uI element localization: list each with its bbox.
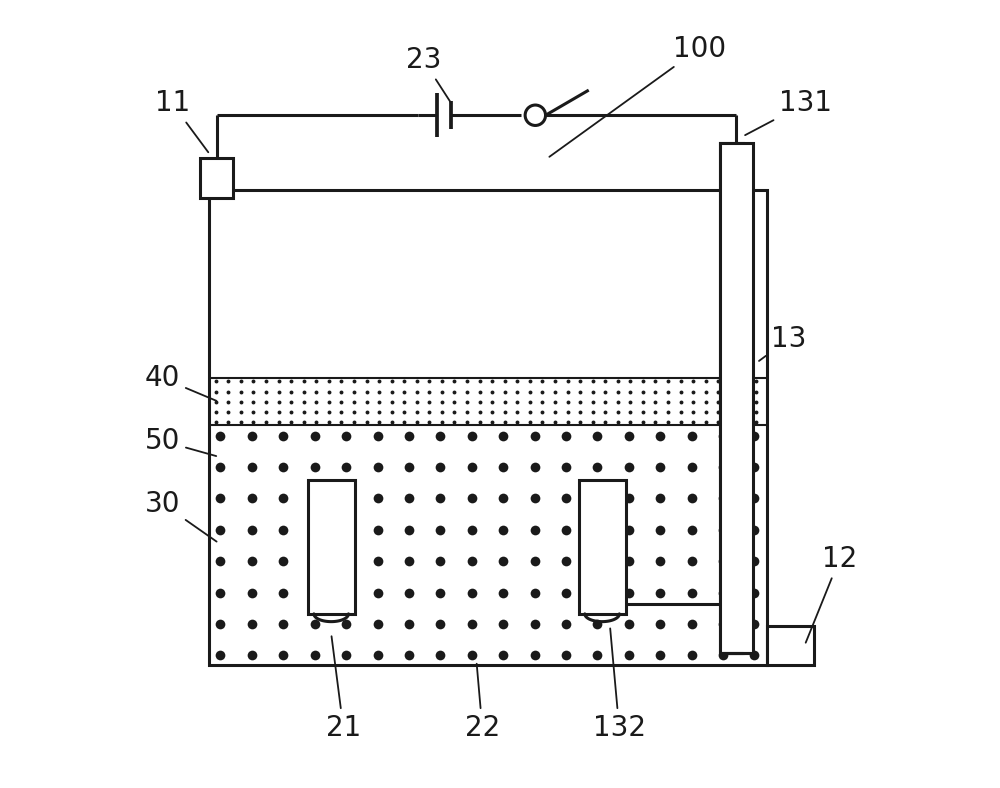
Text: 100: 100 [549, 35, 726, 157]
Bar [218, 191, 758, 377]
Text: 22: 22 [465, 663, 500, 742]
Bar [767, 626, 814, 665]
Bar [720, 143, 753, 653]
Text: 21: 21 [326, 636, 361, 742]
Text: 23: 23 [406, 46, 451, 103]
Bar [308, 481, 355, 614]
Text: 11: 11 [155, 90, 208, 152]
Bar [209, 378, 767, 426]
Text: 30: 30 [145, 490, 217, 541]
Bar [579, 481, 626, 614]
Text: 40: 40 [145, 364, 216, 401]
Bar [209, 190, 767, 665]
Text: 12: 12 [806, 545, 857, 643]
Bar [720, 143, 743, 653]
Bar [200, 158, 233, 198]
Text: 50: 50 [145, 427, 216, 456]
Text: 131: 131 [745, 90, 832, 136]
Bar [209, 426, 767, 665]
Text: 13: 13 [759, 325, 806, 361]
Text: 132: 132 [593, 628, 646, 742]
